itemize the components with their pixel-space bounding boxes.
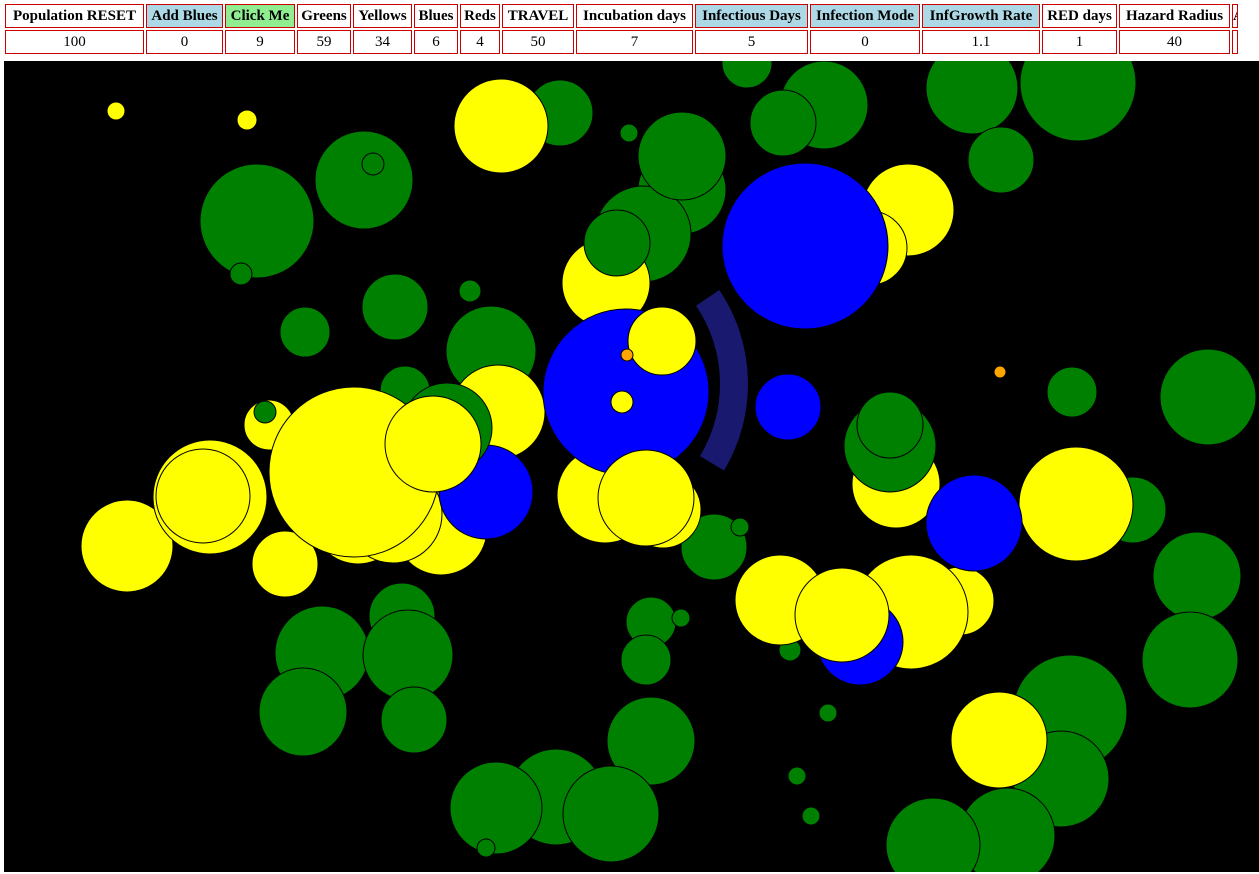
green-person: [314, 130, 414, 230]
population-reset-value: 100: [5, 30, 144, 54]
green-person: [856, 391, 924, 459]
yellow-person: [155, 448, 251, 544]
yellow-person: [106, 101, 126, 121]
infectious-days-value: 5: [695, 30, 808, 54]
reds-value: 4: [460, 30, 500, 54]
blue-person: [721, 162, 889, 330]
orange-person: [620, 348, 634, 362]
green-person: [749, 89, 817, 157]
green-person: [801, 806, 821, 826]
green-person: [925, 61, 1019, 135]
truncated-header: A: [1232, 4, 1238, 28]
green-person: [380, 686, 448, 754]
blue-person: [754, 373, 822, 441]
yellow-person: [610, 390, 634, 414]
green-person: [680, 513, 748, 581]
reds-header: Reds: [460, 4, 500, 28]
green-person: [361, 152, 385, 176]
green-person: [362, 609, 454, 701]
green-person: [1046, 366, 1098, 418]
green-person: [199, 163, 315, 279]
green-person: [562, 765, 660, 863]
hazard-zone: [696, 290, 749, 471]
click-me-value: 9: [225, 30, 295, 54]
yellow-person: [384, 395, 482, 493]
green-person: [885, 797, 981, 872]
green-person: [1141, 611, 1239, 709]
green-person: [721, 61, 773, 89]
yellow-person: [950, 691, 1048, 789]
hazard-radius-header: Hazard Radius: [1119, 4, 1230, 28]
blues-value: 6: [414, 30, 458, 54]
yellow-person: [453, 78, 549, 174]
yellow-person: [236, 109, 258, 131]
green-person: [583, 209, 651, 277]
inf-growth-rate-button[interactable]: InfGrowth Rate: [922, 4, 1040, 28]
green-person: [730, 517, 750, 537]
control-table: Population RESET Add Blues Click Me Greens Y…: [3, 2, 1240, 56]
yellows-header: Yellows: [353, 4, 412, 28]
yellow-person: [627, 306, 697, 376]
green-person: [671, 608, 691, 628]
green-person: [253, 400, 277, 424]
green-person: [1159, 348, 1257, 446]
simulation-canvas[interactable]: [4, 61, 1259, 872]
green-person: [637, 111, 727, 201]
blues-header: Blues: [414, 4, 458, 28]
travel-header: TRAVEL: [502, 4, 574, 28]
hazard-radius-value: 40: [1119, 30, 1230, 54]
yellow-person: [251, 530, 319, 598]
orange-person: [993, 365, 1007, 379]
green-person: [476, 838, 496, 858]
greens-header: Greens: [297, 4, 351, 28]
red-days-value: 1: [1042, 30, 1117, 54]
click-me-button[interactable]: Click Me: [225, 4, 295, 28]
header-row: Population RESET Add Blues Click Me Greens Y…: [5, 4, 1238, 28]
infection-mode-button[interactable]: Infection Mode: [810, 4, 920, 28]
green-person: [279, 306, 331, 358]
yellow-person: [80, 499, 174, 593]
population-reset-button[interactable]: Population RESET: [5, 4, 144, 28]
incubation-days-header: Incubation days: [576, 4, 693, 28]
incubation-days-value: 7: [576, 30, 693, 54]
add-blues-value: 0: [146, 30, 223, 54]
yellow-person: [1018, 446, 1134, 562]
green-person: [1019, 61, 1137, 142]
yellows-value: 34: [353, 30, 412, 54]
add-blues-button[interactable]: Add Blues: [146, 4, 223, 28]
infectious-days-button[interactable]: Infectious Days: [695, 4, 808, 28]
yellow-person: [794, 567, 890, 663]
green-person: [449, 761, 543, 855]
green-person: [229, 262, 253, 286]
green-person: [361, 273, 429, 341]
infection-mode-value: 0: [810, 30, 920, 54]
green-person: [620, 634, 672, 686]
value-row: 100 0 9 59 34 6 4 50 7 5 0 1.1 1 40: [5, 30, 1238, 54]
yellow-person: [597, 449, 695, 547]
blue-person: [925, 474, 1023, 572]
green-person: [1152, 531, 1242, 621]
truncated-value: [1232, 30, 1238, 54]
simulation-svg: [80, 61, 1257, 872]
travel-value: 50: [502, 30, 574, 54]
green-person: [818, 703, 838, 723]
green-person: [606, 696, 696, 786]
green-person: [258, 667, 348, 757]
red-days-header: RED days: [1042, 4, 1117, 28]
green-person: [619, 123, 639, 143]
green-person: [967, 126, 1035, 194]
greens-value: 59: [297, 30, 351, 54]
green-person: [458, 279, 482, 303]
green-person: [787, 766, 807, 786]
inf-growth-rate-value: 1.1: [922, 30, 1040, 54]
